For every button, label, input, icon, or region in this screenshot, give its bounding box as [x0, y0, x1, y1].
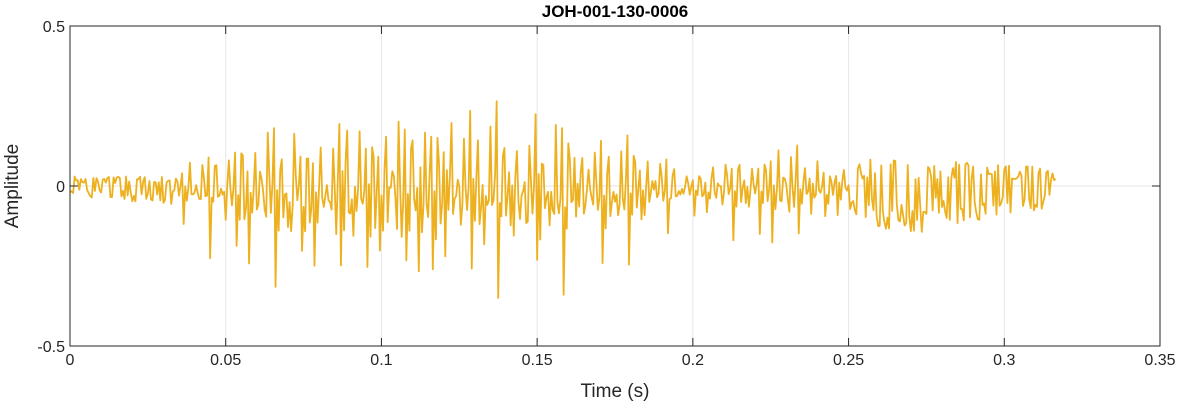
y-tick-label: 0.5	[43, 19, 65, 36]
x-tick-label: 0.05	[210, 352, 241, 369]
waveform-series-line	[69, 100, 1057, 299]
y-tick-label: -0.5	[37, 339, 65, 356]
chart-title: JOH-001-130-0006	[542, 2, 688, 21]
y-axis-label: Amplitude	[2, 144, 23, 229]
y-tick-labels: -0.5 0 0.5	[37, 19, 65, 356]
x-tick-label: 0	[66, 352, 75, 369]
x-tick-label: 0.3	[993, 352, 1015, 369]
x-tick-label: 0.1	[370, 352, 392, 369]
x-tick-labels: 0 0.05 0.1 0.15 0.2 0.25 0.3 0.35	[66, 352, 1176, 369]
series-group	[69, 100, 1057, 299]
x-tick-label: 0.15	[522, 352, 553, 369]
x-tick-label: 0.35	[1144, 352, 1175, 369]
x-tick-label: 0.25	[833, 352, 864, 369]
tick-marks	[69, 25, 1161, 347]
x-tick-label: 0.2	[682, 352, 704, 369]
x-axis-label: Time (s)	[581, 381, 650, 402]
y-tick-label: 0	[56, 179, 65, 196]
